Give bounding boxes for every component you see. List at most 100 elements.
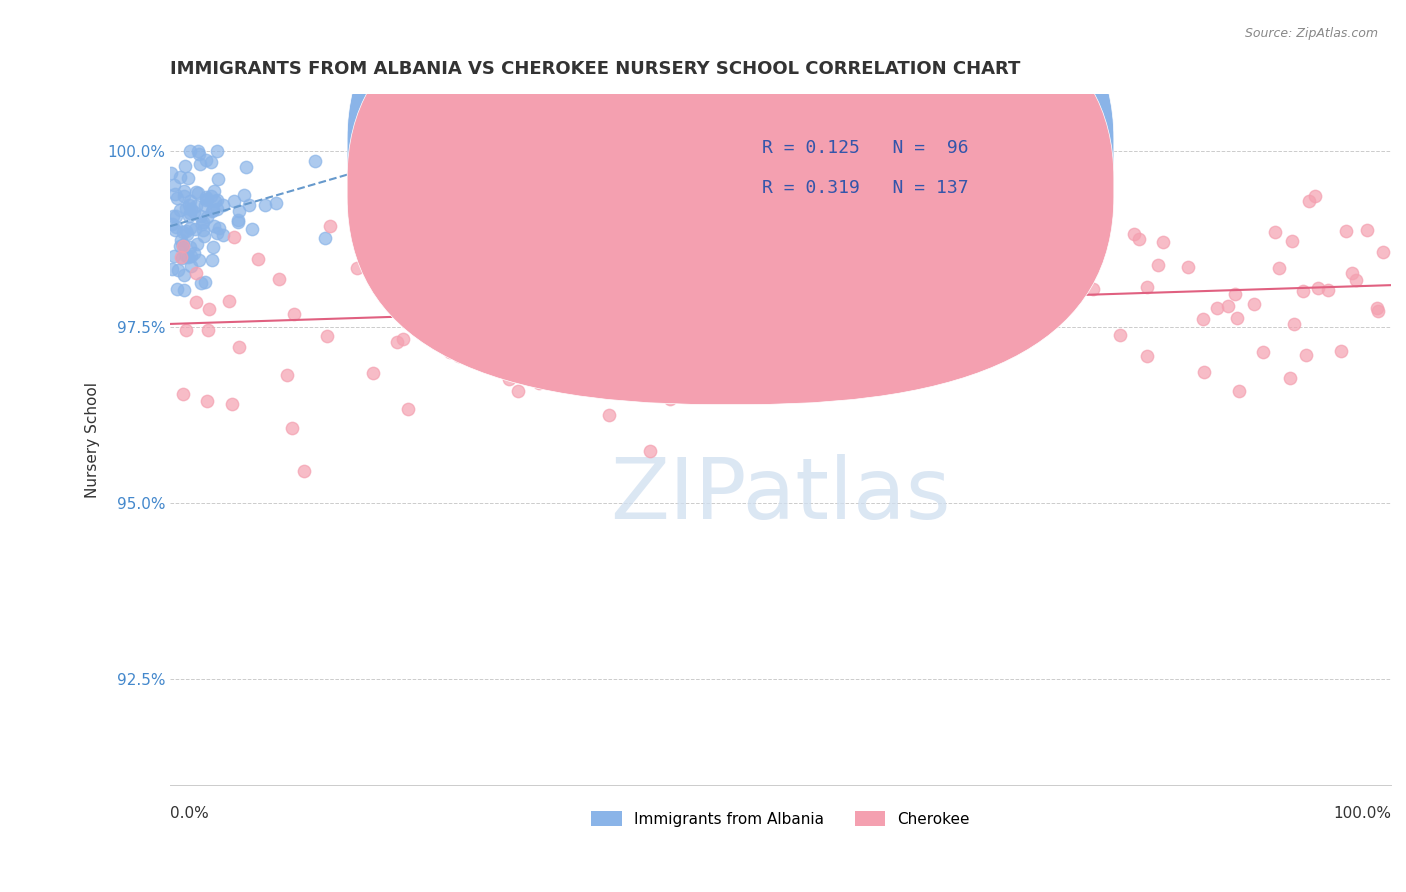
Point — [247, 252, 270, 266]
Point — [673, 263, 696, 277]
Point — [1128, 232, 1150, 246]
Point — [226, 213, 249, 227]
Point — [186, 237, 208, 252]
Point — [855, 246, 877, 260]
Point — [1136, 349, 1159, 363]
Point — [240, 222, 263, 236]
Point — [169, 233, 191, 247]
Point — [228, 203, 250, 218]
Point — [173, 283, 195, 297]
Point — [235, 160, 257, 174]
Point — [187, 144, 209, 158]
Point — [620, 359, 643, 374]
Point — [598, 408, 620, 422]
Point — [1192, 311, 1215, 326]
Point — [1357, 223, 1379, 237]
Point — [186, 199, 208, 213]
Point — [202, 219, 225, 234]
Point — [775, 338, 797, 352]
Point — [162, 261, 184, 276]
Point — [860, 293, 883, 307]
Point — [177, 250, 200, 264]
Text: R = 0.319   N = 137: R = 0.319 N = 137 — [762, 178, 969, 196]
Point — [207, 202, 229, 216]
Point — [159, 166, 181, 180]
Point — [177, 209, 200, 223]
Point — [212, 198, 235, 212]
Point — [191, 223, 214, 237]
Point — [208, 220, 231, 235]
Point — [1253, 344, 1275, 359]
Point — [254, 198, 277, 212]
Text: 0.0%: 0.0% — [170, 806, 209, 822]
Point — [796, 307, 818, 321]
Point — [1136, 280, 1159, 294]
Point — [439, 344, 461, 359]
Point — [222, 230, 245, 244]
Point — [1206, 301, 1229, 315]
Point — [1278, 371, 1301, 385]
Point — [665, 300, 688, 314]
Point — [664, 304, 686, 318]
Point — [890, 222, 912, 236]
Point — [659, 392, 682, 406]
Point — [191, 217, 214, 231]
Point — [184, 222, 207, 236]
Point — [1281, 234, 1303, 248]
Point — [531, 258, 554, 272]
Point — [1371, 244, 1393, 259]
Point — [925, 309, 948, 323]
Point — [232, 187, 254, 202]
Point — [221, 397, 243, 411]
Point — [1152, 235, 1174, 249]
Point — [1223, 287, 1246, 301]
Point — [172, 238, 194, 252]
Point — [396, 402, 419, 417]
Point — [201, 252, 224, 267]
Point — [498, 372, 520, 386]
Point — [821, 238, 844, 252]
Point — [195, 210, 218, 224]
Point — [1243, 296, 1265, 310]
Point — [188, 210, 211, 224]
Text: IMMIGRANTS FROM ALBANIA VS CHEROKEE NURSERY SCHOOL CORRELATION CHART: IMMIGRANTS FROM ALBANIA VS CHEROKEE NURS… — [170, 60, 1021, 78]
Point — [205, 144, 228, 158]
Point — [1367, 304, 1389, 318]
Point — [174, 202, 197, 216]
Point — [609, 272, 631, 286]
Point — [163, 223, 186, 237]
Point — [169, 202, 191, 217]
Point — [672, 284, 695, 298]
Point — [1329, 344, 1351, 359]
Point — [891, 283, 914, 297]
Point — [163, 187, 186, 202]
Point — [276, 368, 298, 383]
Point — [620, 266, 643, 280]
Point — [1227, 384, 1250, 399]
Point — [184, 294, 207, 309]
Point — [406, 301, 429, 315]
Point — [728, 329, 751, 343]
Point — [224, 194, 246, 209]
Point — [425, 321, 447, 335]
Point — [530, 280, 553, 294]
Point — [613, 269, 636, 284]
Point — [581, 243, 603, 257]
Point — [1177, 260, 1199, 275]
Point — [1334, 224, 1357, 238]
Point — [183, 204, 205, 219]
Text: 100.0%: 100.0% — [1333, 806, 1391, 822]
Point — [264, 195, 287, 210]
Point — [1192, 365, 1215, 379]
Point — [572, 243, 595, 257]
Point — [180, 249, 202, 263]
Point — [903, 326, 925, 341]
Point — [589, 354, 612, 368]
Point — [1303, 189, 1326, 203]
Point — [454, 276, 477, 290]
Text: R = 0.125   N =  96: R = 0.125 N = 96 — [762, 139, 969, 157]
Point — [169, 250, 191, 264]
Point — [163, 249, 186, 263]
Point — [179, 240, 201, 254]
Point — [304, 154, 326, 169]
